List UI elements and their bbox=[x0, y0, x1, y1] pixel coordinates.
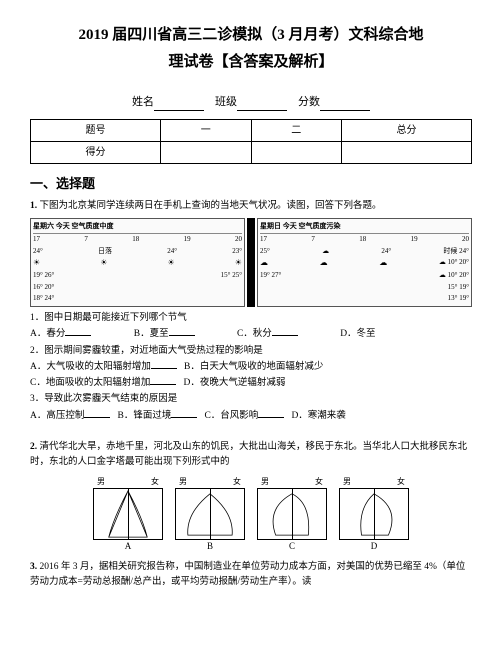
weather-panel-left: 星期六 今天 空气质度中度 177181920 24°日落24°23° ☀☀☀☀… bbox=[30, 218, 245, 307]
q3-num: 3. bbox=[30, 562, 37, 572]
name-blank[interactable] bbox=[154, 99, 204, 111]
q3-text: 2016 年 3 月，据相关研究报告称，中国制造业在单位劳动力成本方面，对美国的… bbox=[30, 562, 465, 587]
class-label: 班级 bbox=[215, 96, 237, 108]
question-1: 1. 下图为北京某同学连续两日在手机上查询的当地天气状况。读图，回答下列各题。 bbox=[30, 199, 472, 214]
title-line-1: 2019 届四川省高三二诊模拟（3 月月考）文科综合地 bbox=[78, 27, 423, 43]
q1s1-optA[interactable]: A．春分 bbox=[30, 329, 65, 339]
q1s2-optA[interactable]: A．大气吸收的太阳辐射增加 bbox=[30, 362, 151, 372]
score-cell-1[interactable] bbox=[160, 141, 251, 163]
weather-divider bbox=[247, 218, 255, 307]
section-1-header: 一、选择题 bbox=[30, 174, 472, 194]
score-header-1: 一 bbox=[160, 119, 251, 141]
question-2: 2. 清代华北大旱，赤地千里，河北及山东的饥民，大批出山海关，移民于东北。当华北… bbox=[30, 440, 472, 470]
score-header-2: 二 bbox=[251, 119, 342, 141]
weather-panel-right: 星期日 今天 空气质度污染 177181920 25°☁24°时候 24° ☁☁… bbox=[257, 218, 472, 307]
q1s3-optB[interactable]: B．锋面过境 bbox=[118, 411, 172, 421]
q1s2-optC[interactable]: C．地面吸收的太阳辐射增加 bbox=[30, 378, 150, 388]
score-header-total: 总分 bbox=[342, 119, 472, 141]
weather-left-header: 星期六 今天 空气质度中度 bbox=[33, 221, 242, 234]
pyramid-D[interactable]: 男女 D bbox=[339, 476, 409, 554]
score-header-num: 题号 bbox=[31, 119, 161, 141]
q1-sub1: 1．图中日期最可能接近下列哪个节气 bbox=[30, 311, 472, 325]
weather-right-header: 星期日 今天 空气质度污染 bbox=[260, 221, 469, 234]
q1s1-optC[interactable]: C．秋分 bbox=[237, 329, 272, 339]
weather-widget: 星期六 今天 空气质度中度 177181920 24°日落24°23° ☀☀☀☀… bbox=[30, 218, 472, 307]
q1-sub2-row2: C．地面吸收的太阳辐射增加 D．夜晚大气逆辐射减弱 bbox=[30, 376, 472, 390]
q1-sub2-row1: A．大气吸收的太阳辐射增加 B．白天大气吸收的地面辐射减少 bbox=[30, 360, 472, 374]
student-info-line: 姓名 班级 分数 bbox=[30, 94, 472, 111]
q1s1-optB[interactable]: B．夏至 bbox=[134, 329, 169, 339]
pyramid-B[interactable]: 男女 B bbox=[175, 476, 245, 554]
q1s1-optD[interactable]: D．冬至 bbox=[340, 329, 375, 339]
q1-num: 1. bbox=[30, 201, 37, 211]
score-blank[interactable] bbox=[320, 99, 370, 111]
pyramid-A[interactable]: 男女 A bbox=[93, 476, 163, 554]
q1s2-optB[interactable]: B．白天大气吸收的地面辐射减少 bbox=[184, 362, 323, 372]
q1-text: 下图为北京某同学连续两日在手机上查询的当地天气状况。读图，回答下列各题。 bbox=[40, 201, 382, 211]
page-title: 2019 届四川省高三二诊模拟（3 月月考）文科综合地 理试卷【含答案及解析】 bbox=[30, 22, 472, 76]
q1-sub3: 3．导致此次雾霾天气结束的原因是 bbox=[30, 392, 472, 406]
score-table: 题号 一 二 总分 得分 bbox=[30, 119, 472, 164]
population-pyramids: 男女 A 男女 B 男女 C 男女 D bbox=[30, 476, 472, 554]
score-label: 分数 bbox=[298, 96, 320, 108]
q1-sub3-options: A．高压控制 B．锋面过境 C．台风影响 D．寒潮来袭 bbox=[30, 409, 472, 423]
q1s2-optD[interactable]: D．夜晚大气逆辐射减弱 bbox=[183, 378, 285, 388]
q1s3-optD[interactable]: D．寒潮来袭 bbox=[291, 411, 345, 421]
q1s3-optC[interactable]: C．台风影响 bbox=[204, 411, 258, 421]
q1s3-optA[interactable]: A．高压控制 bbox=[30, 411, 84, 421]
score-cell-total[interactable] bbox=[342, 141, 472, 163]
q2-text: 清代华北大旱，赤地千里，河北及山东的饥民，大批出山海关，移民于东北。当华北人口大… bbox=[30, 442, 467, 467]
score-cell-2[interactable] bbox=[251, 141, 342, 163]
name-label: 姓名 bbox=[132, 96, 154, 108]
pyramid-C[interactable]: 男女 C bbox=[257, 476, 327, 554]
q1-sub2: 2．图示期间雾霾较重，对近地面大气受热过程的影响是 bbox=[30, 344, 472, 358]
score-row-label: 得分 bbox=[31, 141, 161, 163]
title-line-2: 理试卷【含答案及解析】 bbox=[168, 54, 333, 70]
q2-num: 2. bbox=[30, 442, 37, 452]
class-blank[interactable] bbox=[237, 99, 287, 111]
question-3: 3. 2016 年 3 月，据相关研究报告称，中国制造业在单位劳动力成本方面，对… bbox=[30, 560, 472, 590]
q1-sub1-options: A．春分 B．夏至 C．秋分 D．冬至 bbox=[30, 327, 472, 341]
